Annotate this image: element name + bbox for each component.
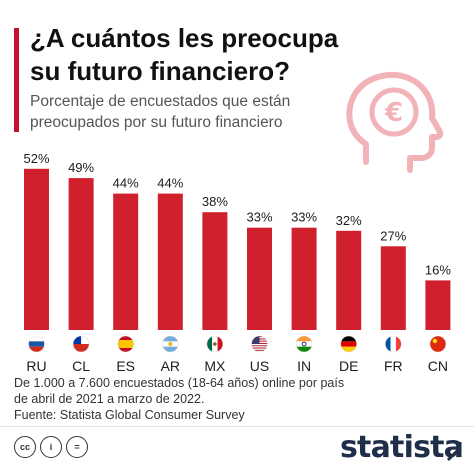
chart-notes: De 1.000 a 7.600 encuestados (18-64 años… (14, 375, 434, 423)
bar-fr (380, 246, 406, 330)
no-derivatives-icon[interactable]: = (66, 436, 88, 458)
value-label-ar: 44% (157, 176, 183, 191)
category-label-cl: CL (72, 358, 90, 374)
notes-line-1: De 1.000 a 7.600 encuestados (18-64 años… (14, 376, 345, 390)
title-line-1: ¿A cuántos les preocupa (30, 23, 339, 53)
source-line: Fuente: Statista Global Consumer Survey (14, 408, 245, 422)
svg-text:€: € (384, 98, 403, 128)
head-with-euro-icon: € (346, 72, 444, 173)
chart-subtitle: Porcentaje de encuestados que están preo… (30, 91, 330, 133)
statista-logo-mark (446, 442, 462, 462)
category-label-ar: AR (161, 358, 180, 374)
subtitle-line-2: preocupados por su futuro financiero (30, 114, 283, 131)
category-label-fr: FR (384, 358, 403, 374)
argentina-flag-icon (162, 335, 179, 353)
category-label-mx: MX (204, 358, 226, 374)
value-label-in: 33% (291, 210, 317, 225)
value-label-us: 33% (246, 210, 272, 225)
value-label-ru: 52% (23, 151, 49, 166)
bar-chart: 52% RU 49% CL 44% ES 44% AR 38% MX 33% US 33% IN 32% DE… (23, 151, 451, 374)
value-label-mx: 38% (202, 194, 228, 209)
usa-flag-icon (251, 335, 268, 353)
value-label-de: 32% (336, 213, 362, 228)
value-label-cl: 49% (68, 160, 94, 175)
attribution-icon[interactable]: i (40, 436, 62, 458)
bar-de (336, 230, 362, 330)
chile-flag-icon (72, 335, 90, 353)
germany-flag-icon (340, 335, 358, 353)
creative-commons-icon[interactable]: cc (14, 436, 36, 458)
category-label-in: IN (297, 358, 311, 374)
footer: cc i = statista (0, 426, 474, 474)
title-accent-bar (14, 28, 19, 132)
subtitle-line-1: Porcentaje de encuestados que están (30, 93, 291, 110)
bar-ru (24, 168, 49, 330)
category-label-ru: RU (26, 358, 46, 374)
spain-flag-icon (117, 335, 134, 353)
notes-line-2: de abril de 2021 a marzo de 2022. (14, 392, 205, 406)
statista-logo[interactable]: statista (340, 430, 464, 465)
india-flag-icon (295, 335, 313, 353)
france-flag-icon (384, 335, 402, 353)
bar-cn (425, 280, 451, 330)
category-label-es: ES (116, 358, 135, 374)
title-line-2: su futuro financiero? (30, 56, 290, 86)
value-label-es: 44% (113, 176, 139, 191)
license-icons[interactable]: cc i = (14, 436, 88, 458)
category-label-de: DE (339, 358, 358, 374)
mexico-flag-icon (206, 335, 224, 353)
bar-mx (202, 212, 228, 330)
bar-ar (157, 193, 183, 330)
bar-cl (68, 178, 94, 330)
value-label-fr: 27% (380, 228, 406, 243)
chart-title: ¿A cuántos les preocupa su futuro financ… (30, 22, 370, 88)
value-label-cn: 16% (425, 262, 451, 277)
china-flag-icon (429, 335, 447, 353)
bar-us (247, 227, 272, 330)
bar-in (291, 227, 317, 330)
footer-divider (0, 426, 474, 427)
category-label-cn: CN (428, 358, 448, 374)
bar-es (113, 193, 139, 330)
russia-flag-icon (28, 335, 45, 353)
category-label-us: US (250, 358, 269, 374)
